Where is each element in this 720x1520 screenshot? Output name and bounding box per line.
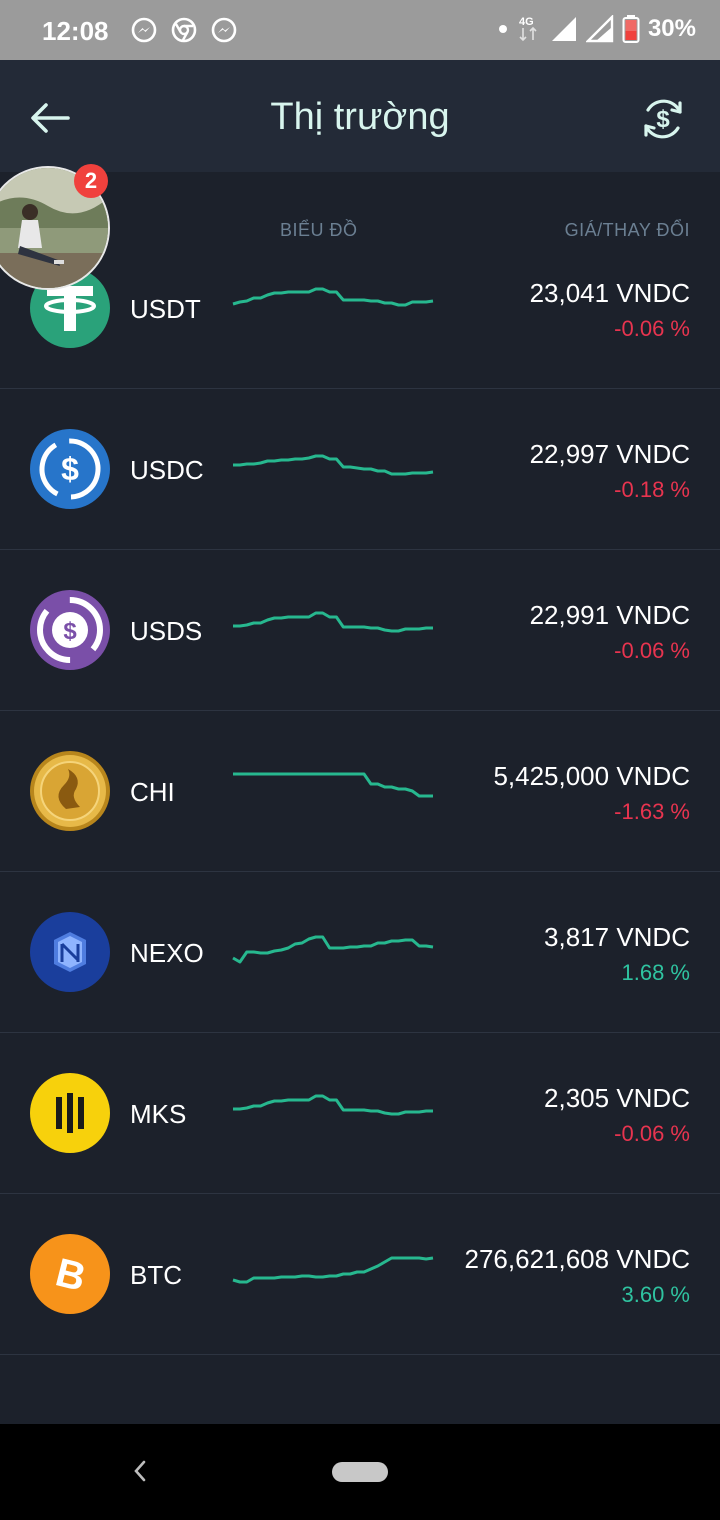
sparkline-path — [233, 611, 433, 633]
coin-symbol: USDS — [130, 616, 203, 646]
signal-icon — [585, 15, 614, 43]
coin-change: -1.63 % — [614, 799, 690, 824]
coin-row-nexo[interactable]: NEXO 3,817 VNDC 1.68 % — [0, 872, 720, 1033]
coin-price: 276,621,608 VNDC — [464, 1244, 690, 1274]
sparkline-chart — [233, 454, 434, 476]
coin-row-btc[interactable]: B BTC 276,621,608 VNDC 3.60 % — [0, 1194, 720, 1355]
coin-price: 22,997 VNDC — [529, 439, 690, 469]
coin-symbol: USDT — [130, 294, 201, 324]
sparkline-chart — [233, 772, 433, 798]
coin-price: 3,817 VNDC — [544, 922, 690, 952]
coin-symbol: USDC — [130, 455, 204, 485]
coin-price: 2,305 VNDC — [544, 1083, 690, 1113]
coin-change: 3.60 % — [621, 1282, 691, 1307]
bitcoin-icon: B — [30, 1234, 110, 1314]
coin-row-chi[interactable]: CHI 5,425,000 VNDC -1.63 % — [0, 711, 720, 872]
notification-badge: 2 — [74, 164, 108, 198]
sparkline-path — [232, 287, 434, 307]
column-header-price: GIÁ/THAY ĐỔI — [564, 220, 690, 240]
sparkline-path — [232, 1256, 434, 1284]
chrome-icon — [171, 17, 197, 43]
page-title: Thị trường — [270, 96, 450, 138]
coin-symbol: NEXO — [130, 938, 204, 968]
sparkline-chart — [233, 611, 433, 633]
arrow-left-icon[interactable] — [28, 96, 72, 140]
battery-icon — [622, 15, 640, 43]
status-system-icons: 4G 30% — [498, 14, 696, 44]
coin-price: 5,425,000 VNDC — [493, 761, 690, 791]
coin-change: -0.06 % — [614, 638, 690, 663]
coin-price: 23,041 VNDC — [529, 278, 690, 308]
coin-row-usds[interactable]: $ USDS 22,991 VNDC -0.06 % — [0, 550, 720, 711]
sparkline-chart — [232, 1256, 434, 1284]
status-bar: 12:08 4G — [0, 0, 720, 60]
coin-symbol: MKS — [130, 1099, 187, 1129]
coin-price: 22,991 VNDC — [529, 600, 690, 630]
svg-text:$: $ — [656, 106, 670, 133]
network-4g-icon: 4G — [519, 16, 537, 42]
coin-symbol: BTC — [130, 1260, 182, 1290]
usdc-icon: $ — [30, 429, 110, 509]
svg-text:$: $ — [61, 451, 79, 487]
signal-icon — [551, 17, 576, 41]
dot-icon — [498, 25, 507, 33]
nexo-icon — [30, 912, 110, 992]
messenger-icon — [211, 17, 237, 43]
status-time: 12:08 — [42, 16, 109, 46]
sparkline-path — [233, 772, 433, 798]
sparkline-chart — [233, 1094, 433, 1116]
coin-row-usdc[interactable]: $ USDC 22,997 VNDC -0.18 % — [0, 389, 720, 550]
coin-change: -0.06 % — [614, 316, 690, 341]
nav-home-pill[interactable] — [332, 1462, 388, 1482]
sparkline-path — [233, 1094, 433, 1116]
coin-change: 1.68 % — [621, 960, 691, 985]
currency-exchange-icon[interactable]: $ — [636, 92, 690, 146]
mks-icon — [30, 1073, 110, 1153]
app-header: Thị trường $ — [0, 60, 720, 172]
sparkline-path — [233, 454, 434, 476]
svg-text:$: $ — [63, 618, 77, 645]
messenger-icon — [131, 17, 157, 43]
coin-symbol: CHI — [130, 777, 175, 807]
coin-row-mks[interactable]: MKS 2,305 VNDC -0.06 % — [0, 1033, 720, 1194]
sparkline-path — [232, 935, 434, 964]
battery-percent: 30% — [647, 15, 696, 42]
sparkline-chart — [232, 287, 434, 307]
column-header-chart: BIỂU ĐỒ — [280, 220, 358, 240]
chat-head[interactable]: 2 — [0, 164, 110, 290]
coin-change: -0.06 % — [614, 1121, 690, 1146]
usds-icon: $ — [30, 590, 110, 670]
status-notification-icons — [130, 16, 238, 44]
svg-text:4G: 4G — [519, 16, 534, 28]
chi-coin-icon — [30, 751, 110, 831]
coin-change: -0.18 % — [614, 477, 690, 502]
nav-back-icon[interactable] — [128, 1454, 150, 1488]
sparkline-chart — [232, 935, 434, 964]
